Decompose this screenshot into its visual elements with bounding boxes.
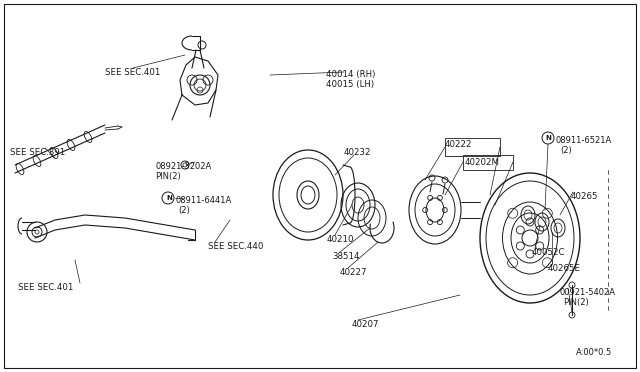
Text: 08911-6441A: 08911-6441A (175, 196, 231, 205)
Text: 40207: 40207 (352, 320, 380, 329)
Text: 40222: 40222 (445, 140, 472, 149)
Text: 08921-3202A: 08921-3202A (155, 162, 211, 171)
Text: SEE SEC.401: SEE SEC.401 (105, 68, 161, 77)
Text: PIN(2): PIN(2) (563, 298, 589, 307)
Text: 38514: 38514 (332, 252, 360, 261)
Text: SEE SEC.440: SEE SEC.440 (208, 242, 264, 251)
Text: A:00*0.5: A:00*0.5 (576, 348, 612, 357)
Text: (2): (2) (178, 206, 189, 215)
Text: 08911-6521A: 08911-6521A (555, 136, 611, 145)
Text: 40014 (RH): 40014 (RH) (326, 70, 376, 79)
Text: (2): (2) (560, 146, 572, 155)
Text: 40015 (LH): 40015 (LH) (326, 80, 374, 89)
Text: 40265: 40265 (571, 192, 598, 201)
Text: 40265E: 40265E (548, 264, 581, 273)
Text: 40227: 40227 (340, 268, 367, 277)
Text: 40210: 40210 (327, 235, 355, 244)
Text: PIN(2): PIN(2) (155, 172, 180, 181)
Text: 40202M: 40202M (465, 158, 500, 167)
Text: 40232: 40232 (344, 148, 371, 157)
Text: N: N (545, 135, 551, 141)
Text: SEE SEC.401: SEE SEC.401 (18, 283, 74, 292)
Text: SEE SEC.391: SEE SEC.391 (10, 148, 65, 157)
Text: 00921-5402A: 00921-5402A (560, 288, 616, 297)
Text: N: N (166, 196, 172, 202)
Text: 40052C: 40052C (532, 248, 566, 257)
